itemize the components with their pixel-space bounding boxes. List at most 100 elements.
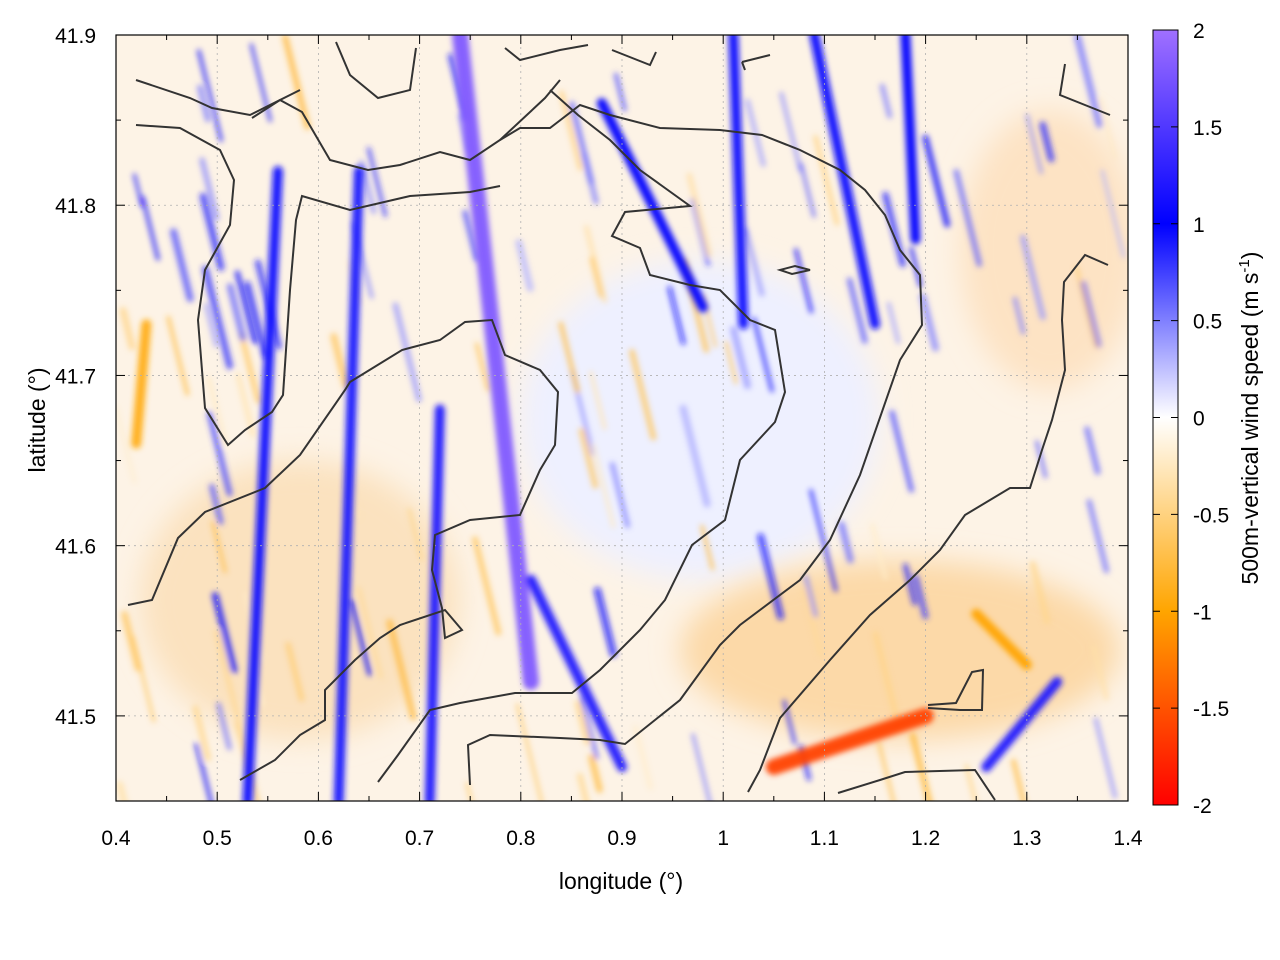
heat-streak: [386, 619, 417, 721]
heat-streak: [1093, 717, 1118, 799]
colorbar-label-main: 500m-vertical wind speed (m s: [1237, 273, 1263, 585]
heat-streak: [330, 333, 350, 389]
colorbar-tick-label: -2: [1193, 795, 1212, 818]
heat-streak: [558, 321, 580, 394]
heat-streak: [366, 147, 388, 218]
contour-line: [837, 768, 996, 801]
heat-streak: [609, 462, 631, 529]
heat-streak: [192, 705, 212, 762]
contour-line: [1058, 63, 1111, 116]
heat-streak: [1100, 169, 1126, 259]
x-tick-label: 0.8: [506, 827, 535, 850]
heat-streak: [793, 248, 814, 314]
heat-streak: [244, 281, 269, 359]
heat-streak: [953, 169, 982, 267]
heat-streak: [407, 507, 424, 561]
downdraft-band: [131, 319, 152, 449]
heat-streak: [1079, 280, 1101, 348]
contour-line: [127, 318, 560, 781]
contour-line: [335, 41, 417, 100]
updraft-band: [596, 98, 708, 313]
heat-streak: [581, 152, 599, 205]
heat-texture: [116, 35, 1126, 801]
heat-streak: [886, 301, 901, 344]
colorbar-tick-label: 1: [1193, 214, 1205, 237]
heat-streak: [559, 90, 583, 171]
x-tick-label: 1.4: [1113, 827, 1143, 850]
heat-streak: [1025, 113, 1043, 175]
heat-streak: [889, 410, 914, 493]
heat-streak: [206, 411, 233, 497]
heat-streak: [903, 563, 918, 606]
heat-streak: [803, 574, 818, 618]
heat-streak: [922, 134, 951, 228]
colorbar-tick-label: 0.5: [1193, 311, 1222, 334]
heat-streak: [686, 172, 712, 258]
heat-streak: [392, 302, 422, 403]
contour-line: [927, 668, 985, 711]
x-tick-label: 0.4: [101, 827, 131, 850]
contour-line: [135, 79, 561, 172]
heat-streak: [1091, 644, 1109, 701]
heat-streak: [472, 536, 502, 636]
heat-streak: [234, 270, 258, 345]
y-tick-label: 41.7: [55, 365, 96, 388]
heat-streak: [679, 404, 711, 508]
heat-streak: [226, 283, 247, 342]
heat-streak: [1098, 96, 1117, 160]
downdraft-band: [971, 608, 1032, 670]
heat-cell: [680, 560, 1120, 740]
heat-streak: [1012, 296, 1026, 335]
heat-streak: [690, 198, 711, 267]
heat-streak: [909, 732, 933, 801]
heat-streak: [879, 83, 893, 119]
heat-streak: [589, 256, 604, 298]
heat-streak: [199, 192, 225, 271]
updraft-band: [981, 676, 1063, 772]
heat-streak: [872, 631, 902, 730]
colorbar-tick-label: -0.5: [1193, 504, 1229, 527]
heat-streak: [919, 292, 939, 352]
x-tick-label: 1.3: [1012, 827, 1041, 850]
heat-streak: [591, 443, 616, 529]
heat-streak: [1011, 758, 1026, 801]
x-tick-label: 0.5: [203, 827, 232, 850]
heat-streak: [204, 302, 219, 348]
heat-streak: [629, 348, 657, 441]
heat-streak: [1075, 266, 1099, 349]
heat-streak: [166, 315, 190, 396]
updraft-band: [424, 404, 445, 801]
y-axis-label: latitude (°): [24, 367, 50, 472]
heat-streak: [613, 72, 627, 112]
heat-streak: [1035, 440, 1048, 479]
heat-streak: [211, 521, 227, 574]
colorbar-tick-label: -1.5: [1193, 698, 1229, 721]
heat-streak: [700, 524, 715, 571]
heat-streak: [349, 599, 372, 677]
heat-streak: [912, 574, 929, 620]
colorbar-label-close: ): [1237, 252, 1263, 260]
x-tick-label: 0.9: [607, 827, 636, 850]
heat-streak: [121, 610, 142, 672]
heat-streak: [909, 246, 923, 288]
heat-streak: [574, 700, 591, 746]
heat-streak: [515, 703, 543, 801]
contour-line: [135, 124, 501, 447]
updraft-band: [728, 35, 749, 330]
contour-line: [251, 89, 301, 119]
heat-bands: [131, 35, 1063, 801]
heat-streak: [1039, 121, 1055, 163]
contour-line: [466, 103, 924, 786]
heat-streak: [667, 285, 686, 345]
updraft-band: [452, 35, 539, 690]
heat-streak: [580, 696, 599, 760]
heat-streak: [838, 521, 854, 564]
heat-streak: [730, 325, 751, 390]
contour-line: [504, 44, 589, 62]
heat-cell: [520, 260, 880, 580]
heat-streak: [877, 741, 896, 801]
x-tick-label: 0.6: [304, 827, 333, 850]
heat-streak: [745, 98, 766, 167]
heat-streak: [1020, 234, 1046, 320]
heat-streak: [170, 228, 194, 303]
